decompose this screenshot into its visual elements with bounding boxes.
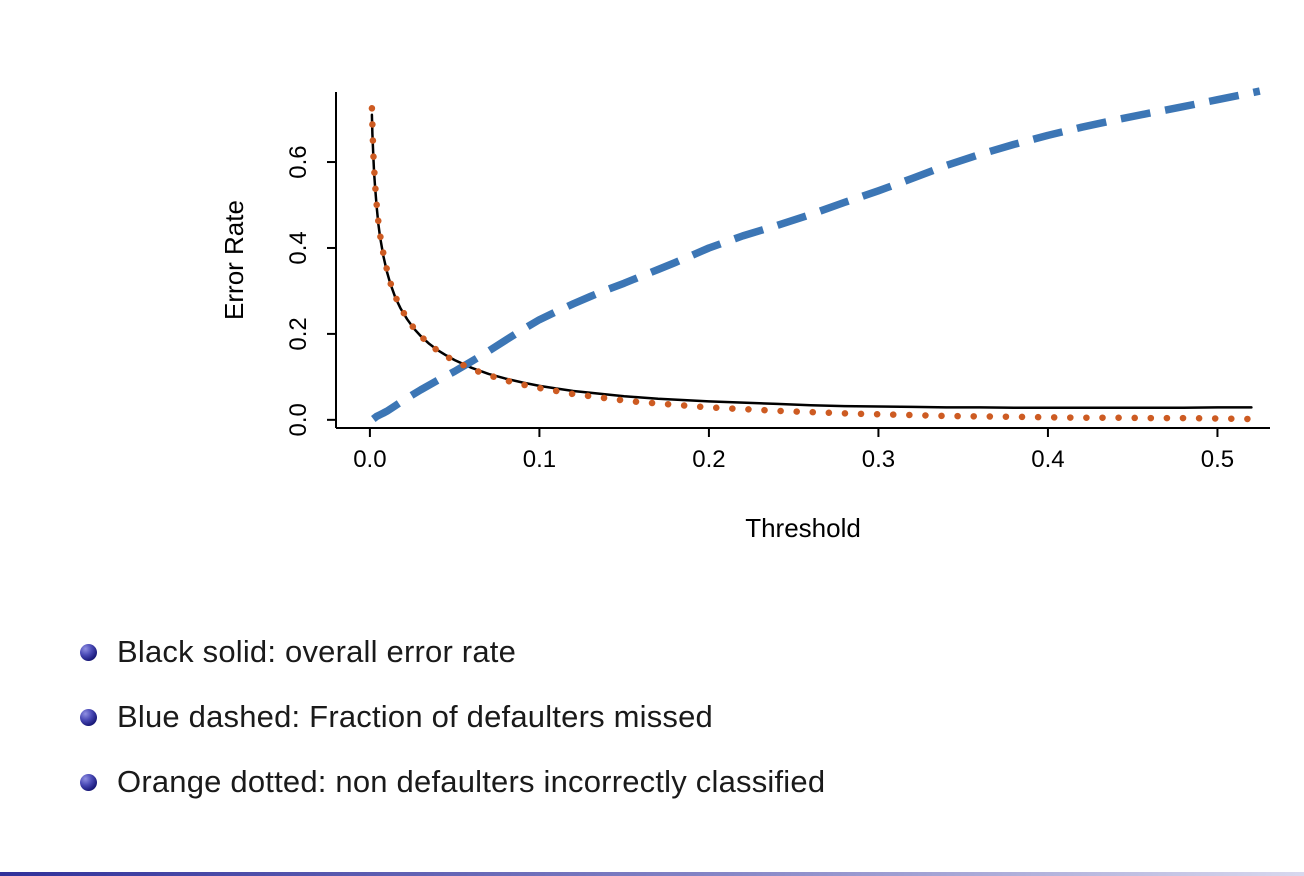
list-item: Orange dotted: non defaulters incorrectl…: [80, 760, 1230, 804]
bullet-text-blue-dashed: Blue dashed: Fraction of defaulters miss…: [117, 699, 713, 734]
list-item: Blue dashed: Fraction of defaulters miss…: [80, 695, 1230, 739]
y-tick-label: 0.6: [285, 145, 312, 178]
y-tick-label: 0.2: [285, 317, 312, 350]
series-overall-error-rate: [370, 113, 1253, 410]
list-item: Black solid: overall error rate: [80, 630, 1230, 674]
series-non-defaulters-incorrectly-classified: [368, 105, 1255, 423]
x-tick-label: 0.1: [523, 446, 556, 473]
y-axis-title: Error Rate: [219, 200, 249, 320]
y-tick-label: 0.0: [285, 403, 312, 436]
series-fraction-defaulters-missed: [371, 87, 1261, 422]
bullet-ball-icon: [80, 773, 97, 791]
x-tick-label: 0.4: [1031, 446, 1064, 473]
bullet-text-black-solid: Black solid: overall error rate: [117, 634, 517, 669]
x-tick-label: 0.0: [353, 446, 386, 473]
x-tick-label: 0.3: [862, 446, 895, 473]
bullet-text-orange-dotted: Orange dotted: non defaulters incorrectl…: [117, 764, 826, 799]
x-tick-label: 0.5: [1201, 446, 1234, 473]
bullet-ball-icon: [80, 643, 97, 661]
y-tick-label: 0.4: [285, 231, 312, 264]
x-axis-title: Threshold: [745, 513, 861, 543]
footer-bar: [0, 872, 1304, 876]
chart-svg: 0.0 0.1 0.2 0.3 0.4 0.5 0.0 0.2 0.4 0.6 Threshold E…: [219, 87, 1270, 543]
x-tick-label: 0.2: [692, 446, 725, 473]
bullet-ball-icon: [80, 708, 97, 726]
legend-bullet-list: Black solid: overall error rate Blue das…: [80, 630, 1230, 825]
error-rate-chart: 0.0 0.1 0.2 0.3 0.4 0.5 0.0 0.2 0.4 0.6 Threshold E…: [219, 87, 1270, 543]
